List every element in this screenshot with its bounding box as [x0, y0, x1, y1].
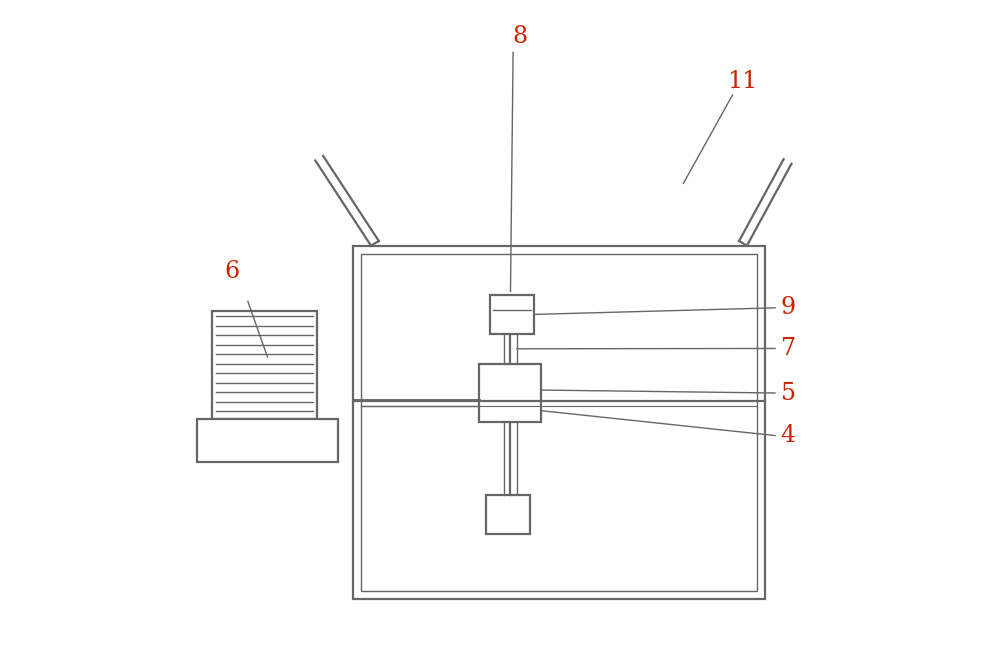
Text: 5: 5	[781, 381, 796, 405]
Bar	[353, 246, 765, 599]
Bar	[197, 419, 338, 462]
Bar	[479, 364, 541, 422]
Text: 8: 8	[512, 24, 527, 48]
Text: 7: 7	[781, 337, 796, 360]
Bar	[361, 254, 757, 591]
Text: 6: 6	[224, 260, 239, 284]
Text: 4: 4	[781, 424, 796, 447]
Bar	[212, 311, 317, 419]
Bar	[486, 495, 530, 534]
Text: 11: 11	[727, 70, 757, 94]
Text: 9: 9	[781, 296, 796, 320]
Bar	[490, 295, 534, 334]
